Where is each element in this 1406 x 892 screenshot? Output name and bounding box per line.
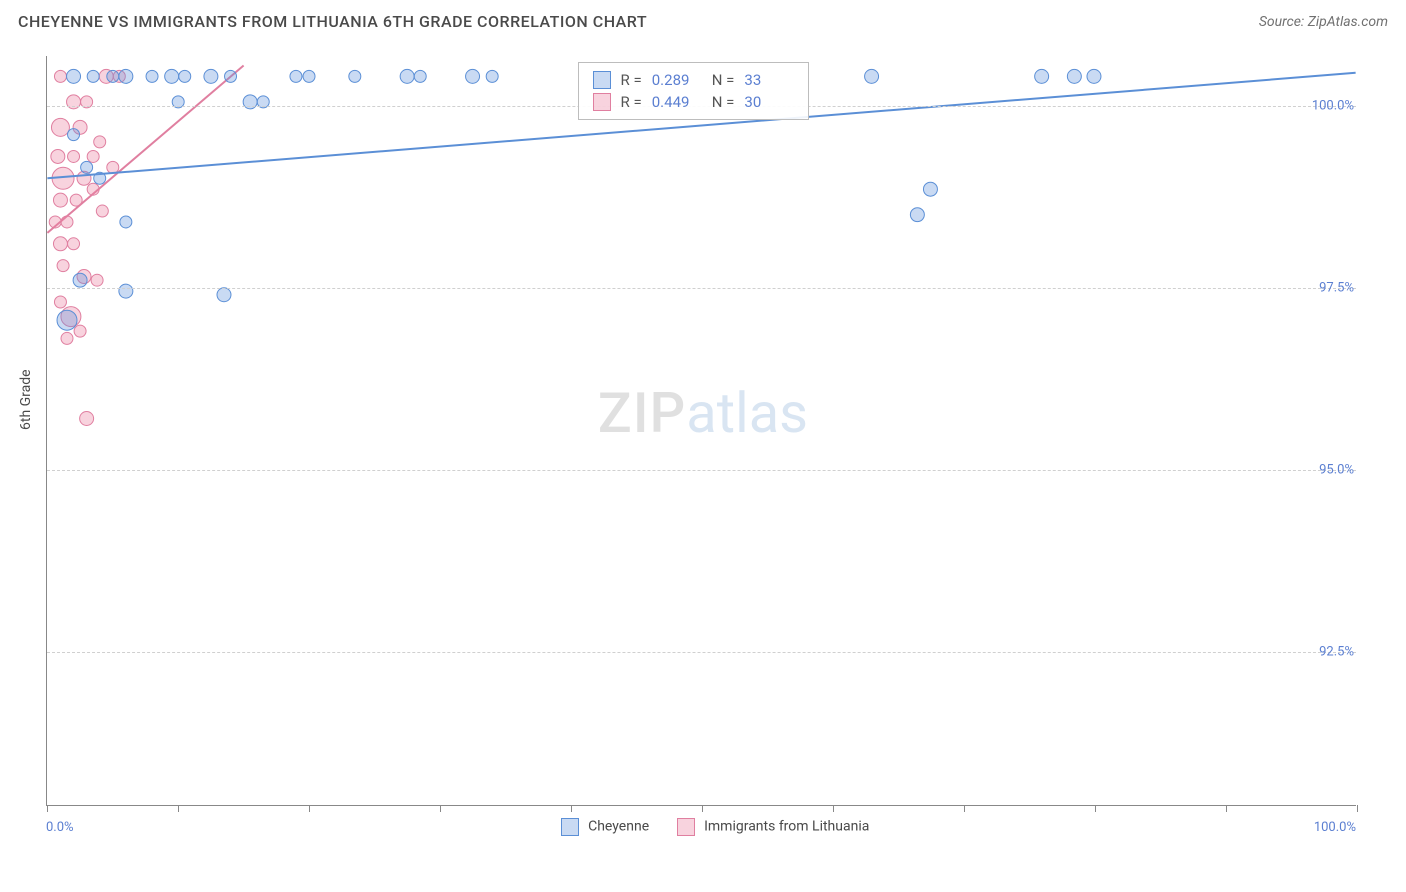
stat-n-value: 33 xyxy=(744,71,794,89)
chart-plot-area: R = 0.289 N = 33 R = 0.449 N = 30 92.5%9… xyxy=(46,56,1356,806)
y-tick-label: 97.5% xyxy=(1294,280,1364,295)
y-tick-label: 95.0% xyxy=(1294,462,1364,477)
stat-label: N = xyxy=(712,93,735,111)
stat-label: R = xyxy=(621,93,642,111)
correlation-stat-box: R = 0.289 N = 33 R = 0.449 N = 30 xyxy=(578,62,810,120)
swatch-icon xyxy=(593,71,611,89)
chart-svg xyxy=(47,56,1356,805)
stat-label: N = xyxy=(712,71,735,89)
chart-header: CHEYENNE VS IMMIGRANTS FROM LITHUANIA 6T… xyxy=(0,0,1406,39)
legend: Cheyenne Immigrants from Lithuania xyxy=(0,818,1406,836)
swatch-icon xyxy=(677,818,695,836)
chart-source: Source: ZipAtlas.com xyxy=(1259,14,1388,30)
swatch-icon xyxy=(561,818,579,836)
stat-r-value: 0.289 xyxy=(652,71,702,89)
stat-r-value: 0.449 xyxy=(652,93,702,111)
stat-label: R = xyxy=(621,71,642,89)
stat-n-value: 30 xyxy=(744,93,794,111)
stat-row-blue: R = 0.289 N = 33 xyxy=(593,69,795,91)
chart-title: CHEYENNE VS IMMIGRANTS FROM LITHUANIA 6T… xyxy=(18,12,647,31)
legend-label: Immigrants from Lithuania xyxy=(704,819,869,835)
y-axis-title: 6th Grade xyxy=(18,369,34,430)
y-tick-label: 92.5% xyxy=(1294,645,1364,660)
legend-label: Cheyenne xyxy=(588,819,649,835)
swatch-icon xyxy=(593,93,611,111)
stat-row-pink: R = 0.449 N = 30 xyxy=(593,91,795,113)
y-tick-label: 100.0% xyxy=(1294,98,1364,113)
